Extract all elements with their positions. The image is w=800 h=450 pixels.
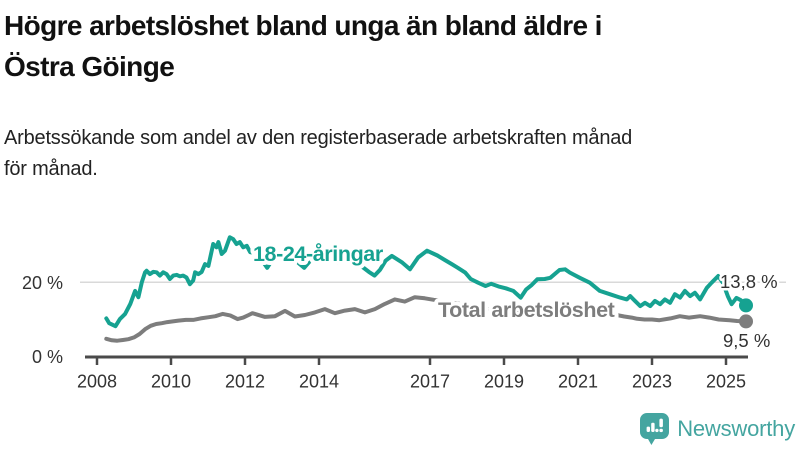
unemployment-line-chart: 20 % 0 % 2008 2010 2012 2014 2017 2019 2021 2023 2… [22,235,786,392]
x-tick-label-2017: 2017 [410,372,450,392]
x-tick-label-2008: 2008 [77,372,117,392]
chart-title-line-2: Östra Göinge [4,50,175,82]
series-end-dot-youth [739,298,753,313]
chart-subtitle-line-1: Arbetssökande som andel av den registerb… [4,127,633,150]
series-line-total [104,295,748,343]
logo-period-dot [655,428,659,433]
series-line-youth [104,235,748,329]
chart-header: Högre arbetslöshet bland unga än bland ä… [4,6,774,185]
series-label-youth: 18-24-åringar [253,242,384,266]
chart-title: Högre arbetslöshet bland unga än bland ä… [4,6,774,87]
series-end-dot-total [739,314,753,329]
x-tick-label-2014: 2014 [299,372,339,392]
newsworthy-logo-text: Newsworthy [677,416,795,441]
x-tick-label-2010: 2010 [151,372,191,392]
chart-subtitle-line-2: för månad. [4,158,98,181]
newsworthy-logo[interactable]: Newsworthy [639,412,795,446]
x-tick-label-2021: 2021 [558,372,598,392]
logo-bar-tall [651,422,655,432]
logo-exclamation-dot [659,428,664,433]
end-value-label-youth: 13,8 % [720,271,778,292]
newsworthy-logo-icon [640,413,670,445]
y-tick-label-20: 20 % [22,273,63,293]
y-tick-label-0: 0 % [32,347,63,367]
logo-bar-small [646,426,651,432]
logo-exclamation-bar [659,418,664,428]
series-label-total: Total arbetslöshet [438,298,615,322]
x-tick-label-2012: 2012 [225,372,265,392]
x-tick-label-2025: 2025 [706,372,746,392]
x-tick-label-2023: 2023 [632,372,672,392]
chart-subtitle: Arbetssökande som andel av den registerb… [4,123,774,185]
x-tick-label-2019: 2019 [484,372,524,392]
end-value-label-total: 9,5 % [723,330,770,351]
chart-title-line-1: Högre arbetslöshet bland unga än bland ä… [4,10,602,41]
